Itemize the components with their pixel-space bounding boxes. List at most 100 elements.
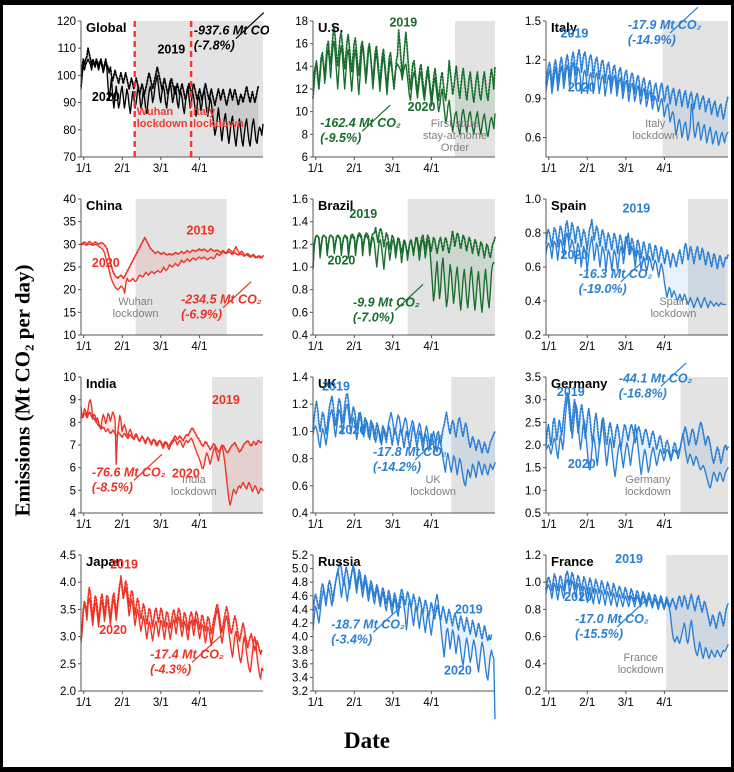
lockdown-label: lockdown xyxy=(632,130,678,142)
series-line-2020 xyxy=(544,61,729,146)
series-label-2020: 2020 xyxy=(172,467,200,481)
panel-title: India xyxy=(86,376,117,391)
annotation-leader-line xyxy=(133,453,163,481)
y-tick-label: 3.0 xyxy=(60,632,76,644)
annotation-leader-line xyxy=(620,255,649,283)
series-label-2019: 2019 xyxy=(322,380,350,394)
y-tick-label: 4.6 xyxy=(292,591,308,603)
chart-panel-germany: 0.5 1.0 1.5 2.0 2.5 3.0 3.5 1/1 2/1 3/1 4/1 Germany… xyxy=(502,363,734,541)
y-tick-label: 1.0 xyxy=(525,577,541,589)
chart-panel-uk: 0.4 0.6 0.8 1.0 1.2 1.4 1/1 2/1 3/1 4/1 UK 2019 2020… xyxy=(269,363,501,541)
y-tick-label: 3.5 xyxy=(60,604,76,616)
chart-panel-us: 6 8 10 12 14 16 18 1/1 2/1 3/1 4/1 U.S. 2019 2020 Firs… xyxy=(269,7,501,185)
y-tick-label: 4.8 xyxy=(292,577,308,589)
x-tick-label: 1/1 xyxy=(76,697,92,709)
series-label-2020: 2020 xyxy=(92,90,120,104)
y-tick-label: 9 xyxy=(70,395,76,407)
series-label-2020: 2020 xyxy=(444,664,472,678)
y-tick-label: 1.6 xyxy=(292,194,308,206)
reduction-value: -162.4 Mt CO₂ xyxy=(321,116,402,130)
lockdown-label: Wuhan xyxy=(137,106,174,118)
series-line-2020 xyxy=(544,232,727,309)
lockdown-shade xyxy=(407,199,496,335)
x-tick-label: 4/1 xyxy=(424,519,440,531)
x-tick-label: 3/1 xyxy=(618,697,634,709)
panel-title: UK xyxy=(318,376,337,391)
panel-title: Japan xyxy=(86,554,124,569)
y-tick-label: 3.0 xyxy=(525,395,541,407)
reduction-percent: (-14.9%) xyxy=(628,33,676,47)
annotation-leader-line xyxy=(394,284,424,311)
series-line-2019 xyxy=(312,25,497,104)
y-tick-label: 0.6 xyxy=(292,307,308,319)
y-tick-label: 2.0 xyxy=(525,440,541,452)
panel-title: U.S. xyxy=(318,20,343,35)
annotation-leader-line xyxy=(616,600,646,628)
x-tick-label: 3/1 xyxy=(385,519,401,531)
y-tick-label: 10 xyxy=(63,372,76,384)
series-gap-fill xyxy=(81,399,262,506)
x-tick-label: 3/1 xyxy=(385,697,401,709)
y-tick-label: 0.5 xyxy=(525,508,541,520)
x-tick-label: 2/1 xyxy=(579,341,595,353)
reduction-value: -17.9 Mt CO₂ xyxy=(628,18,702,32)
series-line-2019 xyxy=(80,411,263,454)
series-line-2019 xyxy=(544,48,729,121)
y-tick-label: 80 xyxy=(63,125,76,137)
x-tick-label: 3/1 xyxy=(153,697,169,709)
x-tick-label: 4/1 xyxy=(424,163,440,175)
y-tick-label: 25 xyxy=(63,262,76,274)
reduction-percent: (-7.8%) xyxy=(194,39,235,53)
x-tick-label: 4/1 xyxy=(656,519,672,531)
y-axis-label-text: Emissions (Mt CO₂ per day) xyxy=(10,263,35,517)
y-tick-label: 0.2 xyxy=(525,330,541,342)
y-tick-label: 0.6 xyxy=(525,262,541,274)
y-tick-label: 100 xyxy=(57,70,76,82)
y-tick-label: 70 xyxy=(63,152,76,164)
x-tick-label: 3/1 xyxy=(153,163,169,175)
reduction-percent: (-7.0%) xyxy=(353,310,394,324)
y-tick-label: 6 xyxy=(302,152,308,164)
x-tick-label: 4/1 xyxy=(656,341,672,353)
y-tick-label: 3.5 xyxy=(525,372,541,384)
reduction-value: -76.6 Mt CO₂ xyxy=(92,465,166,479)
panel-title: Germany xyxy=(551,376,608,391)
series-line-2020 xyxy=(312,566,496,719)
y-tick-label: 1.2 xyxy=(292,239,308,251)
x-tick-label: 3/1 xyxy=(385,163,401,175)
series-label-2019: 2019 xyxy=(455,602,483,616)
y-tick-label: 1.0 xyxy=(525,485,541,497)
chart-panel-brazil: 0.4 0.6 0.8 1.0 1.2 1.4 1.6 1/1 2/1 3/1 4/1 Brazil 2… xyxy=(269,185,501,363)
y-tick-label: 5 xyxy=(70,485,76,497)
lockdown-label: lockdown xyxy=(650,308,696,320)
series-label-2020: 2020 xyxy=(92,256,120,270)
annotation-leader-line xyxy=(414,433,444,461)
y-tick-label: 4.0 xyxy=(292,632,308,644)
y-tick-label: 4.4 xyxy=(292,604,309,616)
panel-title: France xyxy=(551,554,594,569)
annotation-leader-line xyxy=(669,7,698,34)
y-tick-label: 1.5 xyxy=(525,16,541,28)
x-tick-label: 3/1 xyxy=(153,519,169,531)
panel-title: Spain xyxy=(551,198,586,213)
lockdown-label: First state xyxy=(431,118,479,130)
y-tick-label: 3.6 xyxy=(292,659,308,671)
series-label-2020: 2020 xyxy=(567,457,595,471)
series-label-2020: 2020 xyxy=(564,590,592,604)
chart-panel-global: 70 80 90 100 110 120 1/1 2/1 3/1 4/1 Global 2019 202… xyxy=(37,7,269,185)
series-line-2020 xyxy=(312,40,497,138)
x-tick-label: 4/1 xyxy=(191,519,207,531)
series-label-2019: 2019 xyxy=(350,207,378,221)
y-tick-label: 1.2 xyxy=(292,399,308,411)
reduction-percent: (-14.2%) xyxy=(373,460,421,474)
y-tick-label: 16 xyxy=(296,39,309,51)
series-line-2020 xyxy=(544,394,729,489)
lockdown-label: lockdown xyxy=(625,486,671,498)
x-tick-label: 3/1 xyxy=(385,341,401,353)
chart-panel-india: 4 5 6 7 8 9 10 1/1 2/1 3/1 4/1 India 2019 2020 India lo… xyxy=(37,363,269,541)
reduction-value: -17.4 Mt CO₂ xyxy=(150,647,224,661)
y-tick-label: 5.0 xyxy=(292,564,308,576)
y-tick-label: 35 xyxy=(63,217,76,229)
y-tick-label: 20 xyxy=(63,285,76,297)
